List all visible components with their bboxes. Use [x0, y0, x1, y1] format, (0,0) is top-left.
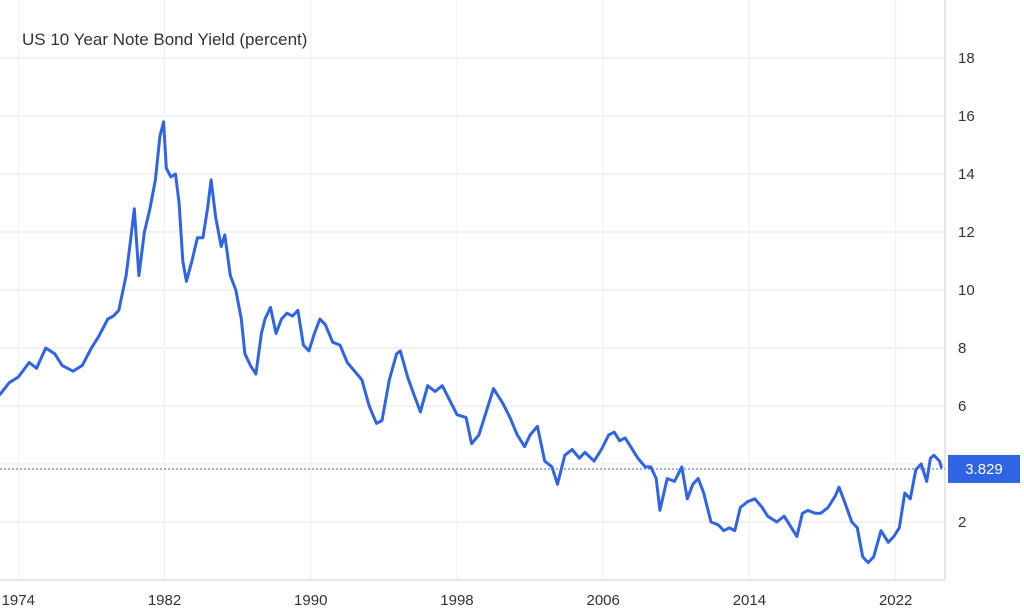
x-axis-tick-labels: 1974 1982 1990 1998 2006 2014 2022	[2, 592, 913, 609]
y-tick-label-2: 6	[958, 398, 966, 415]
y-tick-label-8: 18	[958, 50, 975, 67]
x-tick-label-2: 1990	[294, 592, 327, 609]
y-tick-label-4: 10	[958, 282, 975, 299]
last-value-badge	[948, 454, 1020, 483]
y-tick-label-5: 12	[958, 224, 975, 241]
x-tick-label-0: 1974	[2, 592, 35, 609]
x-tick-label-3: 1998	[440, 592, 473, 609]
y-tick-label-6: 14	[958, 166, 975, 183]
grid-lines	[0, 0, 945, 580]
last-value-label: 3.829	[965, 461, 1003, 478]
x-tick-label-5: 2014	[733, 592, 766, 609]
y-tick-label-0: 2	[958, 514, 966, 531]
x-tick-label-4: 2006	[587, 592, 620, 609]
x-tick-label-1: 1982	[148, 592, 181, 609]
y-tick-label-7: 16	[958, 108, 975, 125]
axis-frame	[0, 0, 946, 581]
y-tick-label-3: 8	[958, 340, 966, 357]
series-line-yield	[0, 120, 943, 565]
x-tick-label-6: 2022	[879, 592, 912, 609]
